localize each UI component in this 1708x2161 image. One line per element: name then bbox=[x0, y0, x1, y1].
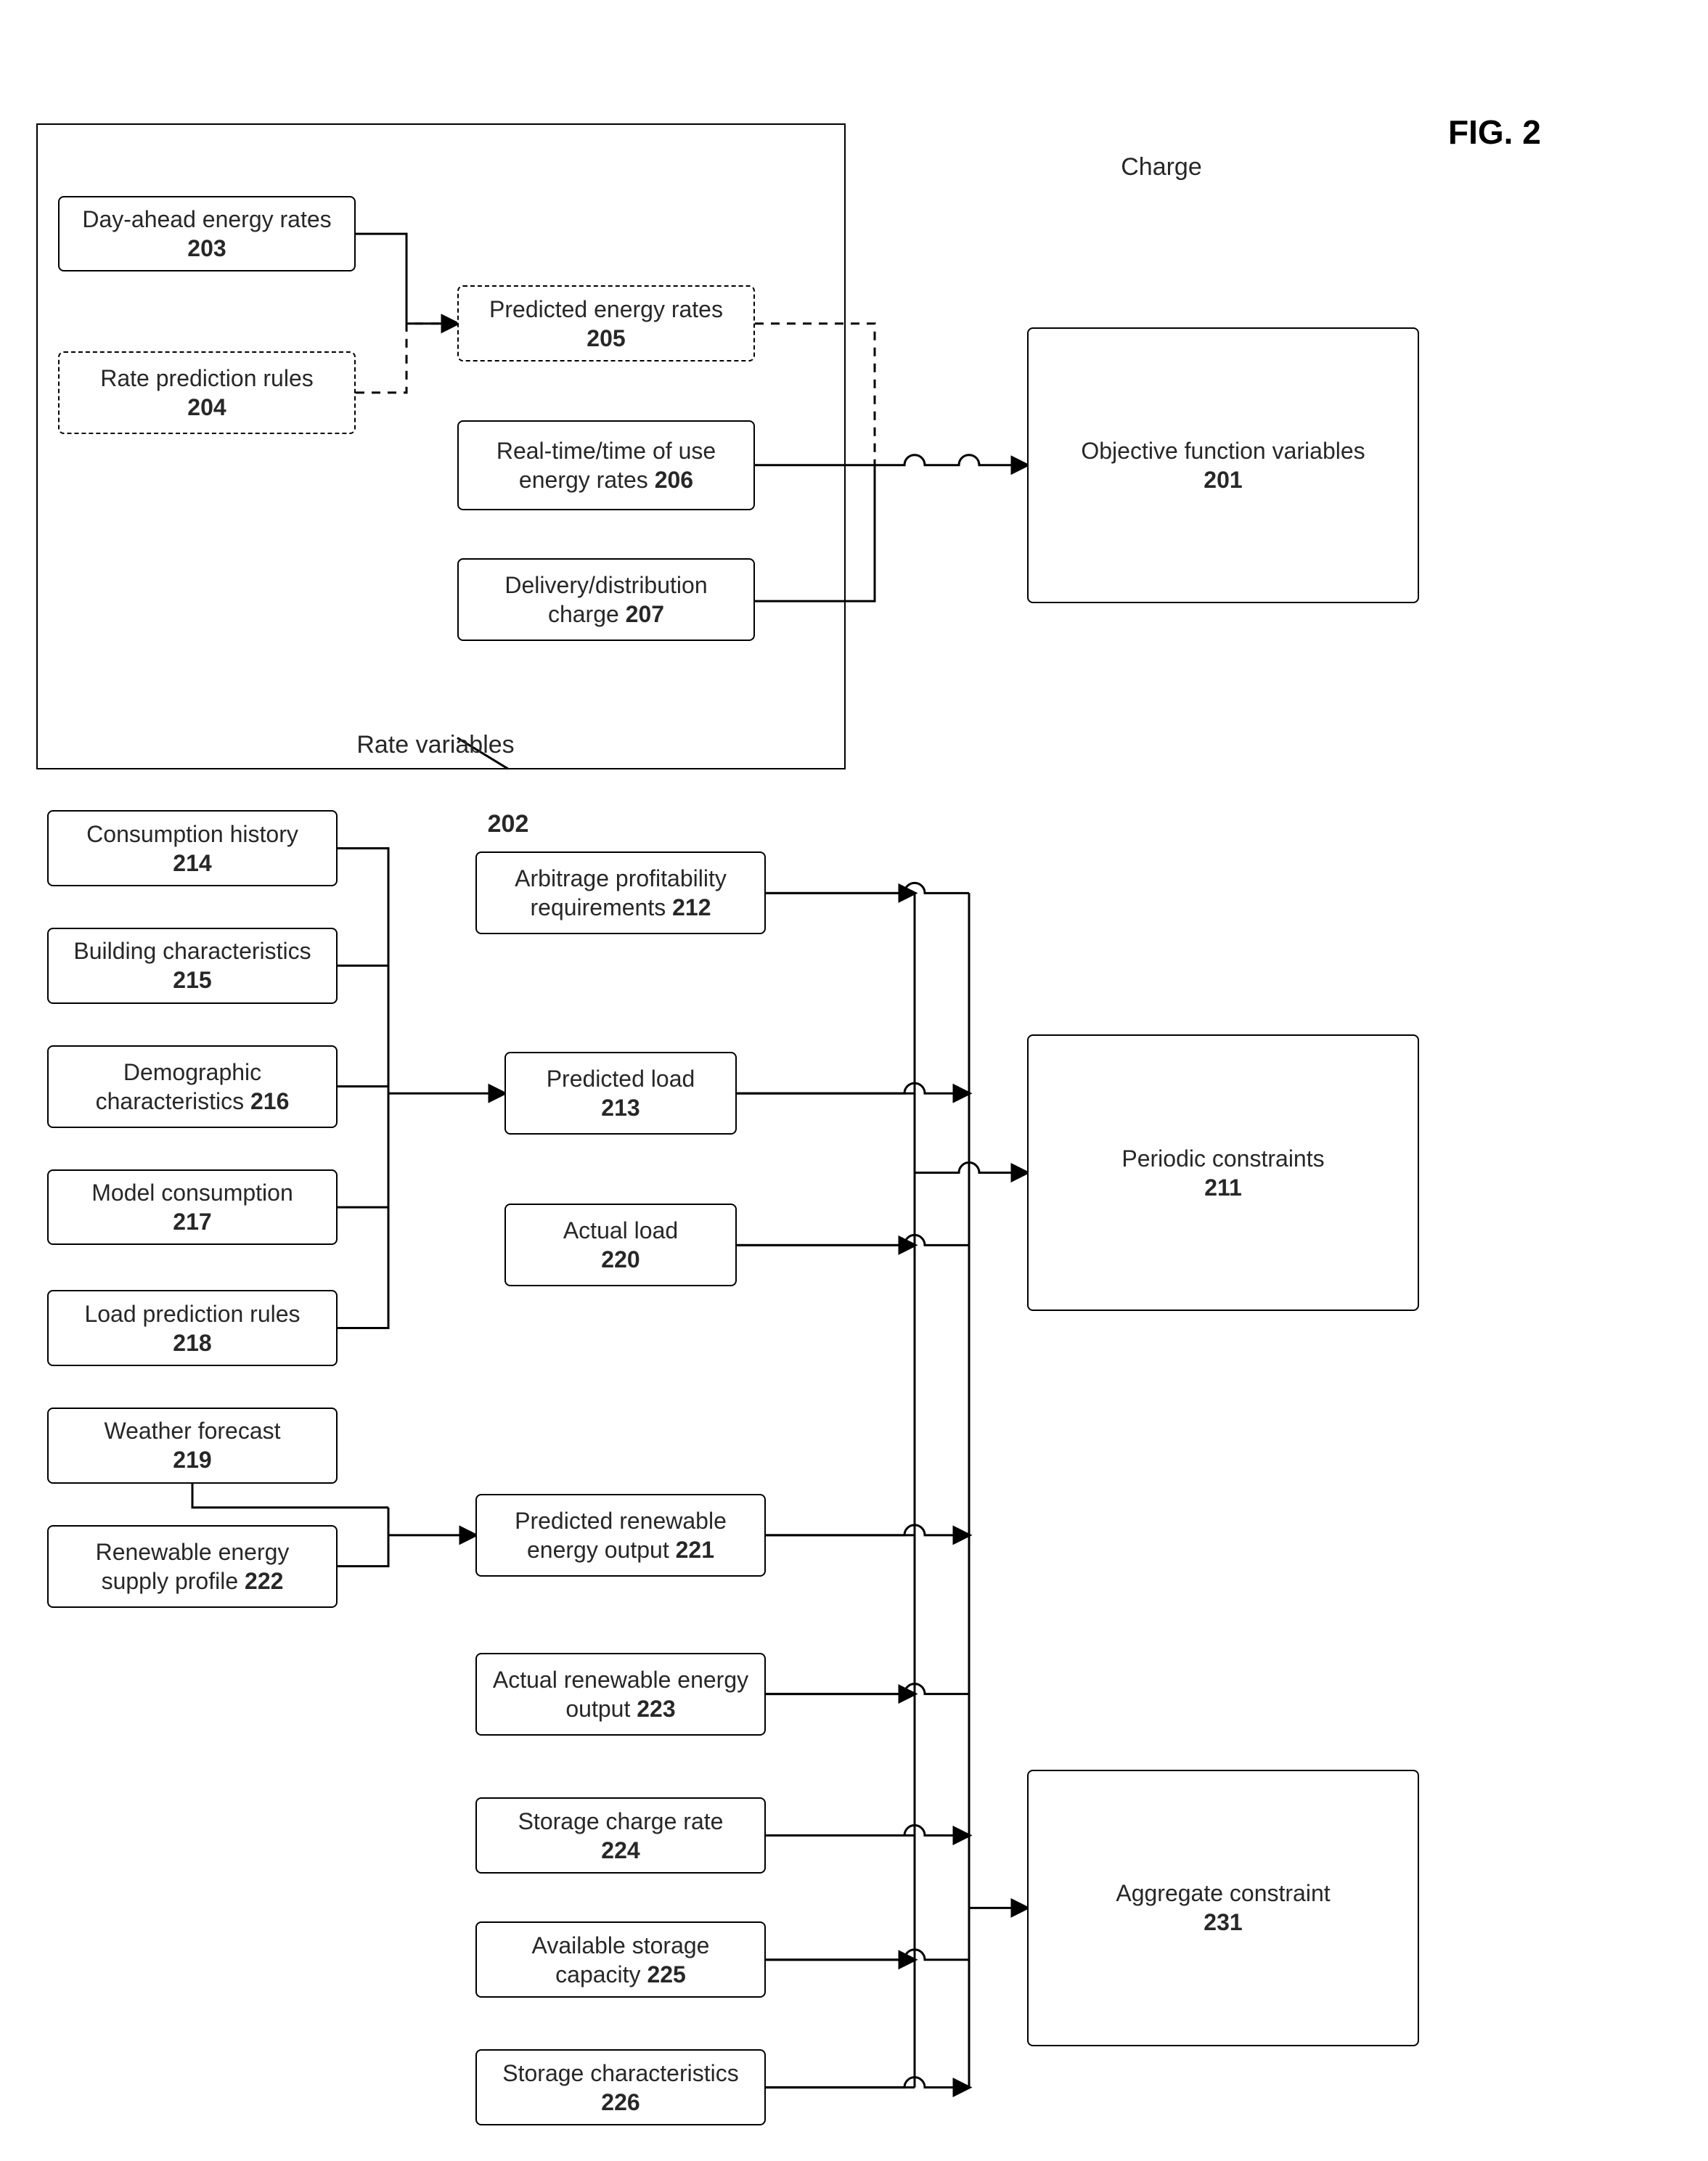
node-n214: Consumption history214 bbox=[47, 810, 338, 886]
node-number: 217 bbox=[173, 1207, 211, 1236]
diagram-stage: Charge Rate variables 202 Day-ahead energy … bbox=[0, 0, 1708, 2161]
node-number: 215 bbox=[173, 965, 211, 994]
label-lbl_202: 202 bbox=[465, 809, 552, 839]
node-label: Delivery/distribution charge 207 bbox=[469, 571, 743, 629]
node-number: 226 bbox=[601, 2088, 640, 2117]
node-label: Model consumption bbox=[91, 1178, 293, 1207]
node-number: 224 bbox=[601, 1836, 640, 1865]
node-label: Actual load bbox=[563, 1216, 678, 1245]
node-n217: Model consumption217 bbox=[47, 1169, 338, 1246]
node-label: Objective function variables bbox=[1081, 436, 1365, 465]
node-n219: Weather forecast219 bbox=[47, 1408, 338, 1484]
node-n223: Actual renewable energy output 223 bbox=[475, 1653, 766, 1736]
node-number: 219 bbox=[173, 1445, 211, 1474]
label-rate_vars: Rate variables bbox=[319, 730, 552, 760]
node-number: 201 bbox=[1204, 465, 1242, 494]
node-label: Day-ahead energy rates bbox=[82, 205, 331, 234]
node-n222: Renewable energy supply profile 222 bbox=[47, 1525, 338, 1608]
node-n215: Building characteristics215 bbox=[47, 928, 338, 1004]
node-label: Consumption history bbox=[86, 820, 298, 849]
node-n221: Predicted renewable energy output 221 bbox=[475, 1494, 766, 1577]
node-label: Predicted renewable energy output 221 bbox=[487, 1506, 754, 1564]
node-number: 213 bbox=[601, 1093, 640, 1122]
node-n201: Objective function variables201 bbox=[1027, 327, 1419, 603]
node-number: 205 bbox=[587, 324, 625, 353]
node-label: Weather forecast bbox=[104, 1416, 280, 1445]
node-label: Rate prediction rules bbox=[100, 364, 313, 393]
node-n216: Demographic characteristics 216 bbox=[47, 1045, 338, 1128]
node-n220: Actual load220 bbox=[504, 1204, 737, 1286]
node-number: 220 bbox=[601, 1245, 640, 1274]
node-number: 203 bbox=[187, 234, 226, 263]
node-label: Real-time/time of use energy rates 206 bbox=[469, 436, 743, 494]
node-n231: Aggregate constraint231 bbox=[1027, 1770, 1419, 2046]
node-label: Available storage capacity 225 bbox=[487, 1931, 754, 1989]
node-label: Periodic constraints bbox=[1121, 1144, 1324, 1173]
node-number: 214 bbox=[173, 849, 211, 878]
node-label: Load prediction rules bbox=[84, 1299, 300, 1328]
figure-title: FIG. 2 bbox=[1448, 113, 1541, 152]
node-number: 231 bbox=[1204, 1908, 1242, 1937]
node-n225: Available storage capacity 225 bbox=[475, 1921, 766, 1998]
node-label: Arbitrage profitability requirements 212 bbox=[487, 864, 754, 922]
node-label: Aggregate constraint bbox=[1116, 1879, 1330, 1908]
node-number: 204 bbox=[187, 393, 226, 422]
node-n207: Delivery/distribution charge 207 bbox=[457, 558, 755, 641]
node-label: Predicted load bbox=[547, 1064, 695, 1093]
label-charge: Charge bbox=[1089, 152, 1234, 182]
node-label: Building characteristics bbox=[73, 936, 311, 965]
node-label: Demographic characteristics 216 bbox=[59, 1058, 326, 1116]
node-n204: Rate prediction rules204 bbox=[58, 351, 356, 434]
node-n213: Predicted load213 bbox=[504, 1052, 737, 1135]
node-number: 211 bbox=[1204, 1173, 1242, 1202]
node-label: Predicted energy rates bbox=[489, 295, 723, 324]
node-label: Storage charge rate bbox=[518, 1807, 724, 1836]
node-n211: Periodic constraints211 bbox=[1027, 1034, 1419, 1310]
node-n218: Load prediction rules218 bbox=[47, 1290, 338, 1366]
node-label: Renewable energy supply profile 222 bbox=[59, 1537, 326, 1596]
node-n205: Predicted energy rates205 bbox=[457, 285, 755, 361]
node-n212: Arbitrage profitability requirements 212 bbox=[475, 851, 766, 934]
node-number: 218 bbox=[173, 1328, 211, 1357]
node-n203: Day-ahead energy rates203 bbox=[58, 196, 356, 272]
node-n226: Storage characteristics226 bbox=[475, 2049, 766, 2125]
node-n224: Storage charge rate224 bbox=[475, 1797, 766, 1874]
node-label: Storage characteristics bbox=[502, 2059, 738, 2088]
node-n206: Real-time/time of use energy rates 206 bbox=[457, 420, 755, 510]
node-label: Actual renewable energy output 223 bbox=[487, 1665, 754, 1723]
